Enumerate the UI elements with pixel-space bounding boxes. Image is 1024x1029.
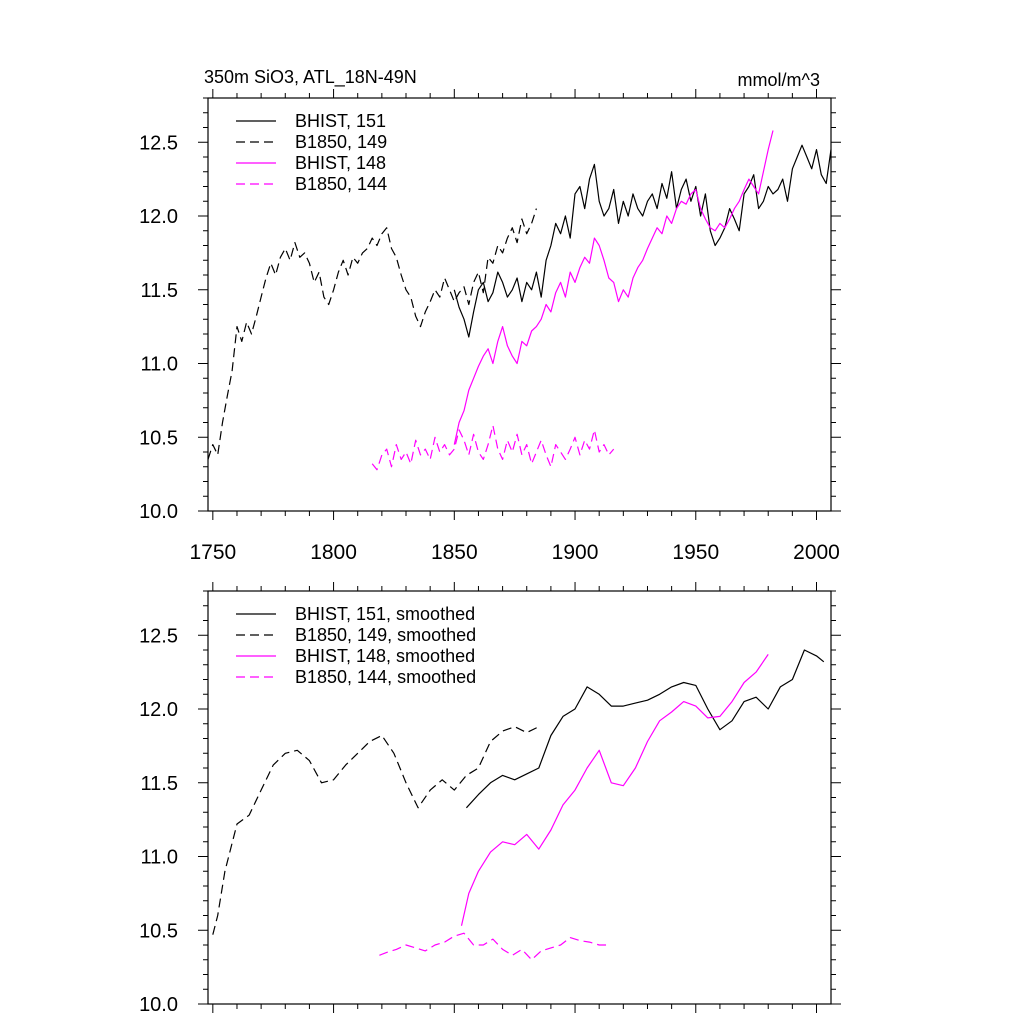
bottom-panel: 10.0 10.5 11.0 11.5 12.0 12.5 BHIST, 151, smo… <box>139 582 841 1016</box>
x-tick-label: 1800 <box>310 541 357 564</box>
series-line-4 <box>371 424 615 471</box>
x-tick-label: 1850 <box>431 541 478 564</box>
y-tick-label: 11.5 <box>141 773 178 795</box>
y-tick-label: 10.5 <box>139 427 178 449</box>
chart-title: 350m SiO3, ATL_18N-49N <box>204 67 417 88</box>
x-tick-label: 1900 <box>552 541 599 564</box>
legend-label: BHIST, 148 <box>295 153 386 173</box>
y-tick-label: 12.5 <box>139 132 178 154</box>
legend-label: BHIST, 151, smoothed <box>295 604 475 624</box>
series-line-1 <box>465 649 825 809</box>
top-axes: 1750 1800 1850 1900 1950 2000 10.0 10.5 11.0 11.5… <box>139 89 841 564</box>
y-tick-label: 12.5 <box>139 625 178 647</box>
legend-label: BHIST, 151 <box>295 111 386 131</box>
x-tick-label: 1750 <box>189 541 236 564</box>
series-line-2 <box>207 208 537 460</box>
y-tick-label: 11.0 <box>141 354 178 376</box>
y-tick-label: 10.0 <box>139 994 178 1016</box>
y-tick-label: 12.0 <box>139 206 178 228</box>
y-tick-label: 11.5 <box>141 280 178 302</box>
series-line-4 <box>379 932 607 961</box>
bottom-series-group <box>212 649 825 961</box>
series-line-3 <box>453 130 774 445</box>
series-line-1 <box>453 144 832 338</box>
legend-label: B1850, 149, smoothed <box>295 625 476 645</box>
bottom-axes: 10.0 10.5 11.0 11.5 12.0 12.5 <box>139 582 841 1016</box>
top-panel: 350m SiO3, ATL_18N-49N mmol/m^3 1750 1800… <box>139 67 841 564</box>
y-tick-label: 10.5 <box>139 920 178 942</box>
y-tick-label: 12.0 <box>139 699 178 721</box>
y-tick-label: 10.0 <box>139 501 178 523</box>
y-tick-label: 11.0 <box>141 847 178 869</box>
legend-label: BHIST, 148, smoothed <box>295 646 475 666</box>
legend-label: B1850, 144, smoothed <box>295 667 476 687</box>
x-tick-label: 2000 <box>793 541 840 564</box>
legend-label: B1850, 144 <box>295 174 387 194</box>
units-label: mmol/m^3 <box>738 70 820 90</box>
legend-label: B1850, 149 <box>295 132 387 152</box>
top-series-group <box>207 130 832 471</box>
series-line-2 <box>212 726 540 935</box>
series-line-3 <box>460 654 769 926</box>
x-tick-label: 1950 <box>672 541 719 564</box>
